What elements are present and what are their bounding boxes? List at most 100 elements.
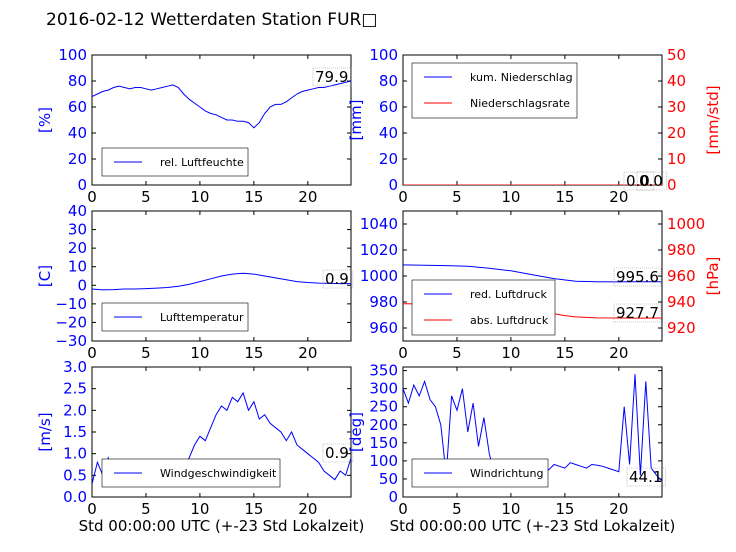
temperature-ytick-label: 40 xyxy=(68,202,87,220)
humidity-xtick-label: 15 xyxy=(244,188,263,206)
pressure-value-label-right: 927.7 xyxy=(616,304,659,322)
wind_speed-ytick-label: 1.5 xyxy=(63,423,87,441)
pressure-value-label: 995.6 xyxy=(616,268,659,286)
pressure-ytick-right-label: 980 xyxy=(667,241,696,259)
precip-legend-label: kum. Niederschlag xyxy=(470,71,573,84)
temperature-xtick-label: 20 xyxy=(298,344,317,362)
wind_speed-ytick-label: 0.5 xyxy=(63,466,87,484)
wind_dir-ytick-label: 100 xyxy=(369,452,398,470)
pressure-ytick-label: 960 xyxy=(369,319,398,337)
wind_speed-xtick-label: 5 xyxy=(141,500,151,518)
temperature-ytick-label: −10 xyxy=(55,295,87,313)
humidity-series-0-line xyxy=(92,80,351,129)
pressure-series-0-line xyxy=(403,264,662,283)
precip-xtick-label: 10 xyxy=(501,188,520,206)
wind_speed-ytick-label: 0.0 xyxy=(63,488,87,506)
temperature-legend-label: Lufttemperatur xyxy=(160,311,244,324)
wind_speed-xlabel: Std 00:00:00 UTC (+-23 Std Lokalzeit) xyxy=(79,517,365,535)
wind_dir-ytick-label: 50 xyxy=(379,470,398,488)
pressure-xtick-label: 0 xyxy=(398,344,408,362)
wind_speed-xtick-label: 20 xyxy=(298,500,317,518)
pressure-ytick-right-label: 1000 xyxy=(667,215,705,233)
wind_speed-xtick-label: 0 xyxy=(87,500,97,518)
wind_dir-xtick-label: 15 xyxy=(555,500,574,518)
temperature-ytick-label: 30 xyxy=(68,221,87,239)
precip-legend-label: Niederschlagsrate xyxy=(470,97,570,110)
precip-value-label-right-box xyxy=(636,171,668,191)
pressure-legend-label: red. Luftdruck xyxy=(470,288,547,301)
precip-ytick-right-label: 20 xyxy=(667,124,686,142)
wind_dir-xtick-label: 20 xyxy=(609,500,628,518)
pressure-legend-label: abs. Luftdruck xyxy=(470,314,549,327)
pressure-ytick-right-label: 960 xyxy=(667,267,696,285)
wind_speed-xtick-label: 15 xyxy=(244,500,263,518)
wind_speed-value-label-box xyxy=(322,443,354,463)
temperature-ytick-label: −20 xyxy=(55,313,87,331)
precip-ytick-label: 100 xyxy=(369,46,398,64)
wind_speed-panel: 0 5 10 15 20 0.0 0.5 1.0 1.5 2.0 2.5 3.0 [m/s] Std 00… xyxy=(36,358,364,535)
temperature-value-label-box xyxy=(322,269,354,289)
wind_dir-frame xyxy=(402,366,663,498)
wind_speed-ytick-label: 3.0 xyxy=(63,358,87,376)
humidity-ylabel: [%] xyxy=(36,107,54,133)
temperature-xtick-label: 5 xyxy=(141,344,151,362)
wind_dir-xtick-label: 10 xyxy=(501,500,520,518)
wind_dir-legend-label: Windrichtung xyxy=(470,467,543,480)
precip-ytick-label: 80 xyxy=(379,72,398,90)
precip-ytick-label: 0 xyxy=(388,176,398,194)
precip-xtick-label: 15 xyxy=(555,188,574,206)
pressure-xtick-label: 15 xyxy=(555,344,574,362)
precip-xtick-label: 20 xyxy=(609,188,628,206)
wind_dir-ylabel: [deg] xyxy=(347,412,365,452)
figure-title: 2016-02-12 Wetterdaten Station FUR□ xyxy=(46,10,377,30)
humidity-ytick-label: 0 xyxy=(77,176,87,194)
humidity-ytick-label: 80 xyxy=(68,72,87,90)
precip-xtick-label: 0 xyxy=(398,188,408,206)
wind_speed-value-label: 0.9 xyxy=(325,444,349,462)
precip-ytick-right-label: 0 xyxy=(667,176,677,194)
wind_speed-ytick-label: 2.0 xyxy=(63,401,87,419)
humidity-ytick-label: 40 xyxy=(68,124,87,142)
wind_dir-value-label: 44.1 xyxy=(629,468,662,486)
pressure-xtick-label: 20 xyxy=(609,344,628,362)
humidity-frame xyxy=(91,54,352,186)
pressure-panel: 0 5 10 15 20 960 980 1000 1020 1040 920 940 960 980 10… xyxy=(360,210,722,362)
precip-ytick-label: 60 xyxy=(379,98,398,116)
wind_speed-xtick-label: 10 xyxy=(190,500,209,518)
wind_speed-ytick-label: 1.0 xyxy=(63,445,87,463)
wind_speed-ylabel: [m/s] xyxy=(36,412,54,451)
humidity-ytick-label: 20 xyxy=(68,150,87,168)
precip-panel: 0 5 10 15 20 0 20 40 60 80 100 0 10 20 30 40 50 [mm] [mm/s… xyxy=(347,46,722,206)
humidity-panel: 0 5 10 15 20 0 20 40 60 80 100 [%] rel. Luftfeuchte 7… xyxy=(36,46,352,206)
temperature-ytick-label: 0 xyxy=(77,276,87,294)
precip-ytick-right-label: 10 xyxy=(667,150,686,168)
precip-value-label: 0.0 xyxy=(626,172,650,190)
pressure-value-label-right-box xyxy=(613,303,662,323)
precip-value-label-box xyxy=(623,171,655,191)
pressure-xtick-label: 10 xyxy=(501,344,520,362)
pressure-xtick-label: 5 xyxy=(452,344,462,362)
humidity-ytick-label: 100 xyxy=(58,46,87,64)
pressure-ytick-label: 1000 xyxy=(360,267,398,285)
pressure-ylabel-right: [hPa] xyxy=(704,257,722,296)
wind_dir-ytick-label: 300 xyxy=(369,380,398,398)
humidity-xtick-label: 20 xyxy=(298,188,317,206)
wind_dir-ytick-label: 250 xyxy=(369,398,398,416)
humidity-value-label: 79.9 xyxy=(315,68,348,86)
pressure-ytick-label: 980 xyxy=(369,293,398,311)
temperature-xtick-label: 15 xyxy=(244,344,263,362)
wind_dir-xlabel: Std 00:00:00 UTC (+-23 Std Lokalzeit) xyxy=(390,517,676,535)
precip-legend-box xyxy=(411,62,578,119)
precip-ytick-right-label: 40 xyxy=(667,72,686,90)
pressure-ytick-right-label: 920 xyxy=(667,319,696,337)
temperature-series-0-line xyxy=(92,272,351,291)
pressure-legend-box xyxy=(411,279,556,336)
temperature-value-label: 0.9 xyxy=(325,270,349,288)
pressure-ytick-label: 1040 xyxy=(360,215,398,233)
wind_dir-ytick-label: 200 xyxy=(369,416,398,434)
precip-ytick-right-label: 30 xyxy=(667,98,686,116)
temperature-ytick-label: −30 xyxy=(55,332,87,350)
wind_dir-xtick-label: 0 xyxy=(398,500,408,518)
wind_speed-legend-label: Windgeschwindigkeit xyxy=(160,467,277,480)
